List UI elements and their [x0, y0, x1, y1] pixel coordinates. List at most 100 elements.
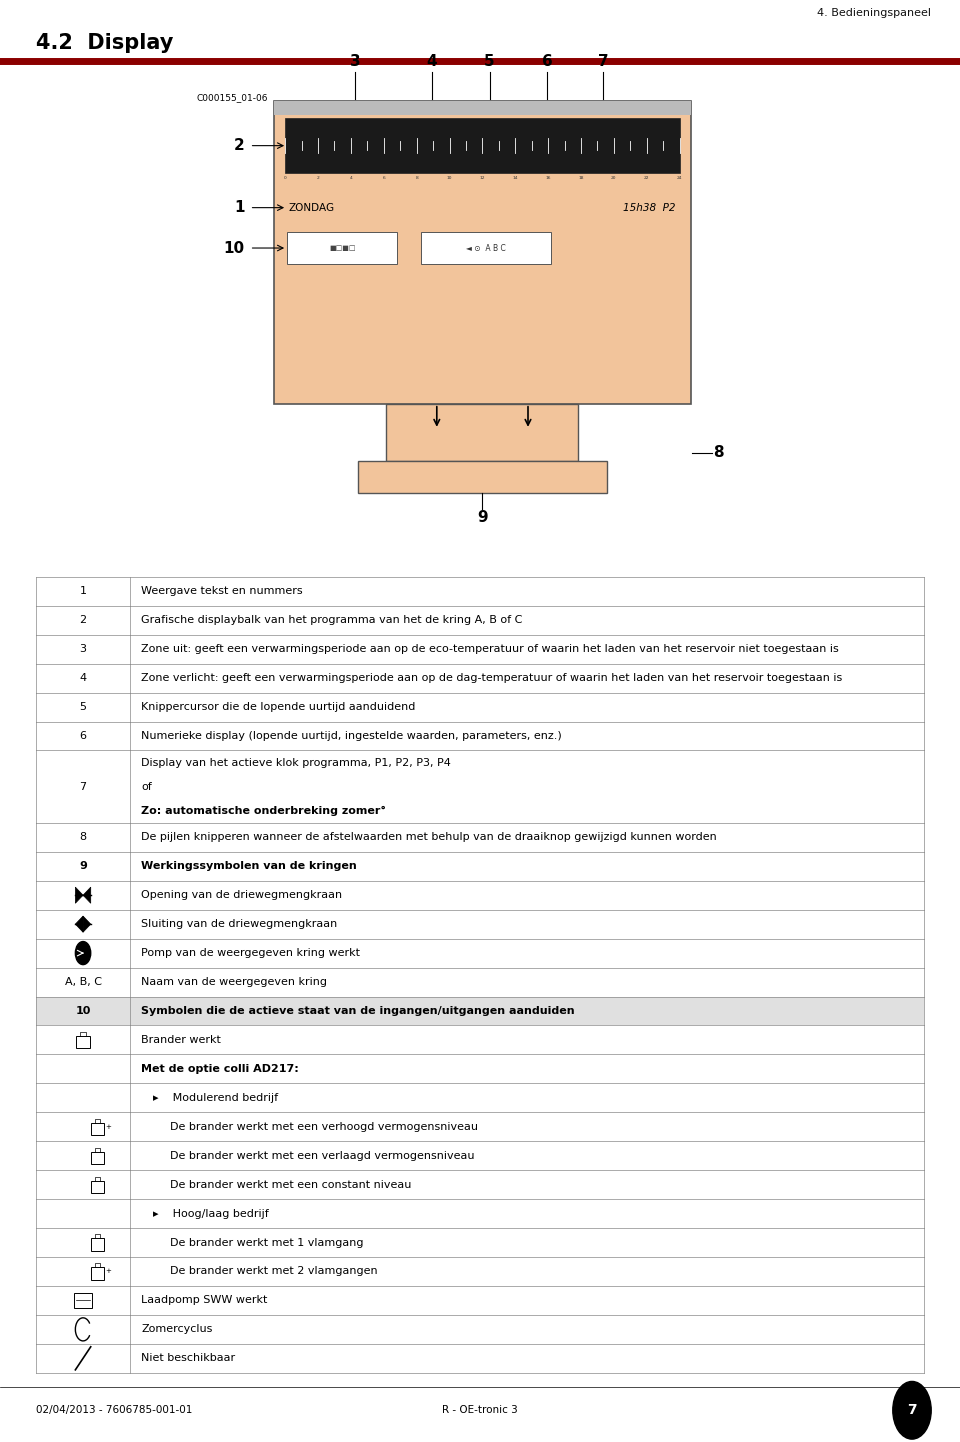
- Text: Zomercyclus: Zomercyclus: [141, 1324, 212, 1334]
- Bar: [36, 881, 924, 910]
- Text: 6: 6: [541, 55, 553, 69]
- Bar: [287, 232, 397, 264]
- Bar: [36, 1025, 924, 1054]
- Text: Brander werkt: Brander werkt: [141, 1035, 221, 1045]
- Text: 22: 22: [644, 176, 650, 180]
- Text: ◄ ⊙  A B C: ◄ ⊙ A B C: [467, 244, 506, 252]
- Bar: [36, 1112, 924, 1141]
- Bar: [36, 606, 924, 634]
- Text: Met de optie colli AD217:: Met de optie colli AD217:: [141, 1064, 299, 1074]
- Polygon shape: [76, 887, 84, 903]
- Text: 6: 6: [80, 731, 86, 741]
- Bar: [357, 461, 608, 493]
- Text: A, B, C: A, B, C: [64, 978, 102, 986]
- Text: 8: 8: [416, 176, 418, 180]
- Polygon shape: [84, 916, 91, 932]
- Bar: [421, 232, 551, 264]
- Text: 7: 7: [80, 782, 86, 792]
- Text: 12: 12: [480, 176, 485, 180]
- Bar: [36, 1315, 924, 1344]
- Text: Sluiting van de driewegmengkraan: Sluiting van de driewegmengkraan: [141, 919, 337, 929]
- Bar: [91, 1123, 105, 1135]
- Text: 9: 9: [477, 510, 488, 525]
- Text: 16: 16: [545, 176, 551, 180]
- Text: 20: 20: [612, 176, 616, 180]
- Text: De brander werkt met 2 vlamgangen: De brander werkt met 2 vlamgangen: [170, 1266, 377, 1276]
- Polygon shape: [84, 887, 91, 903]
- Text: Knippercursor die de lopende uurtijd aanduidend: Knippercursor die de lopende uurtijd aan…: [141, 702, 416, 712]
- Circle shape: [893, 1381, 931, 1439]
- Bar: [386, 404, 578, 461]
- Text: 10: 10: [446, 176, 452, 180]
- Text: 4: 4: [426, 55, 438, 69]
- Bar: [36, 852, 924, 881]
- Bar: [36, 1229, 924, 1257]
- Text: 4.2  Display: 4.2 Display: [36, 33, 174, 53]
- Text: 18: 18: [578, 176, 584, 180]
- Text: 3: 3: [349, 55, 361, 69]
- Bar: [77, 1035, 90, 1048]
- Text: 10: 10: [224, 241, 245, 255]
- Text: 9: 9: [79, 861, 87, 871]
- Text: 1: 1: [234, 200, 245, 215]
- Text: Zone verlicht: geeft een verwarmingsperiode aan op de dag-temperatuur of waarin : Zone verlicht: geeft een verwarmingsperi…: [141, 673, 842, 684]
- Text: 5: 5: [484, 55, 495, 69]
- Text: +: +: [105, 1123, 110, 1129]
- Bar: [36, 1257, 924, 1286]
- Bar: [36, 1141, 924, 1169]
- Text: of: of: [141, 782, 152, 792]
- Circle shape: [76, 942, 91, 965]
- Text: R - OE-tronic 3: R - OE-tronic 3: [443, 1406, 517, 1415]
- Text: C000155_01-06: C000155_01-06: [197, 94, 268, 102]
- Text: 14: 14: [513, 176, 518, 180]
- Bar: [36, 1169, 924, 1200]
- Text: 2: 2: [234, 138, 245, 153]
- Bar: [36, 823, 924, 852]
- Text: Opening van de driewegmengkraan: Opening van de driewegmengkraan: [141, 890, 343, 900]
- Text: 2: 2: [80, 616, 86, 626]
- Bar: [36, 939, 924, 968]
- Text: Laadpomp SWW werkt: Laadpomp SWW werkt: [141, 1295, 268, 1305]
- Bar: [75, 1292, 92, 1308]
- Text: 0: 0: [284, 176, 286, 180]
- Bar: [36, 910, 924, 939]
- Text: Grafische displaybalk van het programma van het de kring A, B of C: Grafische displaybalk van het programma …: [141, 616, 522, 626]
- Bar: [36, 721, 924, 750]
- Bar: [36, 692, 924, 721]
- Text: 3: 3: [80, 645, 86, 655]
- Text: De brander werkt met 1 vlamgang: De brander werkt met 1 vlamgang: [170, 1237, 364, 1247]
- Text: 4: 4: [80, 673, 86, 684]
- Text: De brander werkt met een verlaagd vermogensniveau: De brander werkt met een verlaagd vermog…: [170, 1151, 474, 1161]
- Text: Weergave tekst en nummers: Weergave tekst en nummers: [141, 587, 302, 597]
- Text: 6: 6: [382, 176, 385, 180]
- Bar: [36, 968, 924, 996]
- Bar: [36, 1200, 924, 1229]
- Bar: [91, 1268, 105, 1279]
- Bar: [36, 663, 924, 692]
- Text: Display van het actieve klok programma, P1, P2, P3, P4: Display van het actieve klok programma, …: [141, 757, 451, 767]
- Text: Zo: automatische onderbreking zomer°: Zo: automatische onderbreking zomer°: [141, 806, 386, 816]
- Text: ZONDAG: ZONDAG: [289, 203, 335, 212]
- Text: Numerieke display (lopende uurtijd, ingestelde waarden, parameters, enz.): Numerieke display (lopende uurtijd, inge…: [141, 731, 562, 741]
- Bar: [91, 1181, 105, 1193]
- Bar: [274, 101, 691, 115]
- Text: 02/04/2013 - 7606785-001-01: 02/04/2013 - 7606785-001-01: [36, 1406, 193, 1415]
- Text: Zone uit: geeft een verwarmingsperiode aan op de eco-temperatuur of waarin het l: Zone uit: geeft een verwarmingsperiode a…: [141, 645, 839, 655]
- Text: 4: 4: [349, 176, 352, 180]
- Text: 10: 10: [76, 1007, 91, 1017]
- Bar: [36, 996, 924, 1025]
- FancyBboxPatch shape: [274, 101, 691, 404]
- Bar: [36, 1344, 924, 1373]
- Bar: [36, 634, 924, 663]
- Text: De brander werkt met een verhoogd vermogensniveau: De brander werkt met een verhoogd vermog…: [170, 1122, 478, 1132]
- Text: De brander werkt met een constant niveau: De brander werkt met een constant niveau: [170, 1180, 411, 1190]
- Text: 8: 8: [80, 832, 86, 842]
- Text: Symbolen die de actieve staat van de ingangen/uitgangen aanduiden: Symbolen die de actieve staat van de ing…: [141, 1007, 575, 1017]
- Bar: [36, 1054, 924, 1083]
- Text: 1: 1: [80, 587, 86, 597]
- Text: ■□■□: ■□■□: [329, 245, 355, 251]
- Bar: [285, 118, 680, 173]
- Bar: [36, 1083, 924, 1112]
- Text: 7: 7: [597, 55, 609, 69]
- Bar: [36, 750, 924, 823]
